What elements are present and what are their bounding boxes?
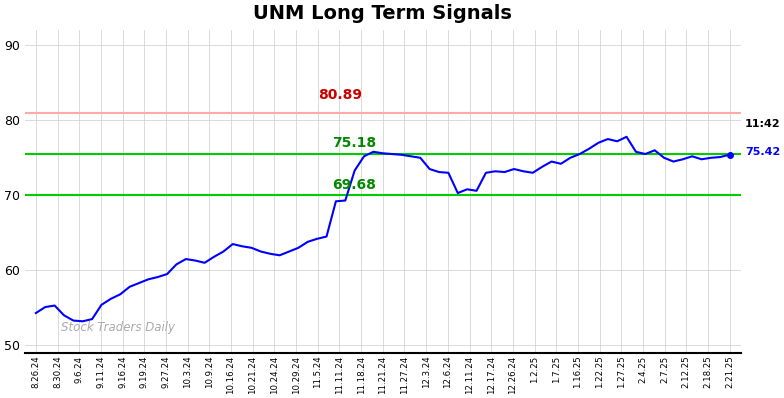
Text: Stock Traders Daily: Stock Traders Daily bbox=[61, 320, 175, 334]
Title: UNM Long Term Signals: UNM Long Term Signals bbox=[253, 4, 512, 23]
Text: 75.18: 75.18 bbox=[332, 136, 376, 150]
Text: 11:42: 11:42 bbox=[745, 119, 781, 129]
Text: 75.42: 75.42 bbox=[745, 147, 780, 157]
Text: 80.89: 80.89 bbox=[318, 88, 362, 101]
Text: 69.68: 69.68 bbox=[332, 178, 376, 191]
